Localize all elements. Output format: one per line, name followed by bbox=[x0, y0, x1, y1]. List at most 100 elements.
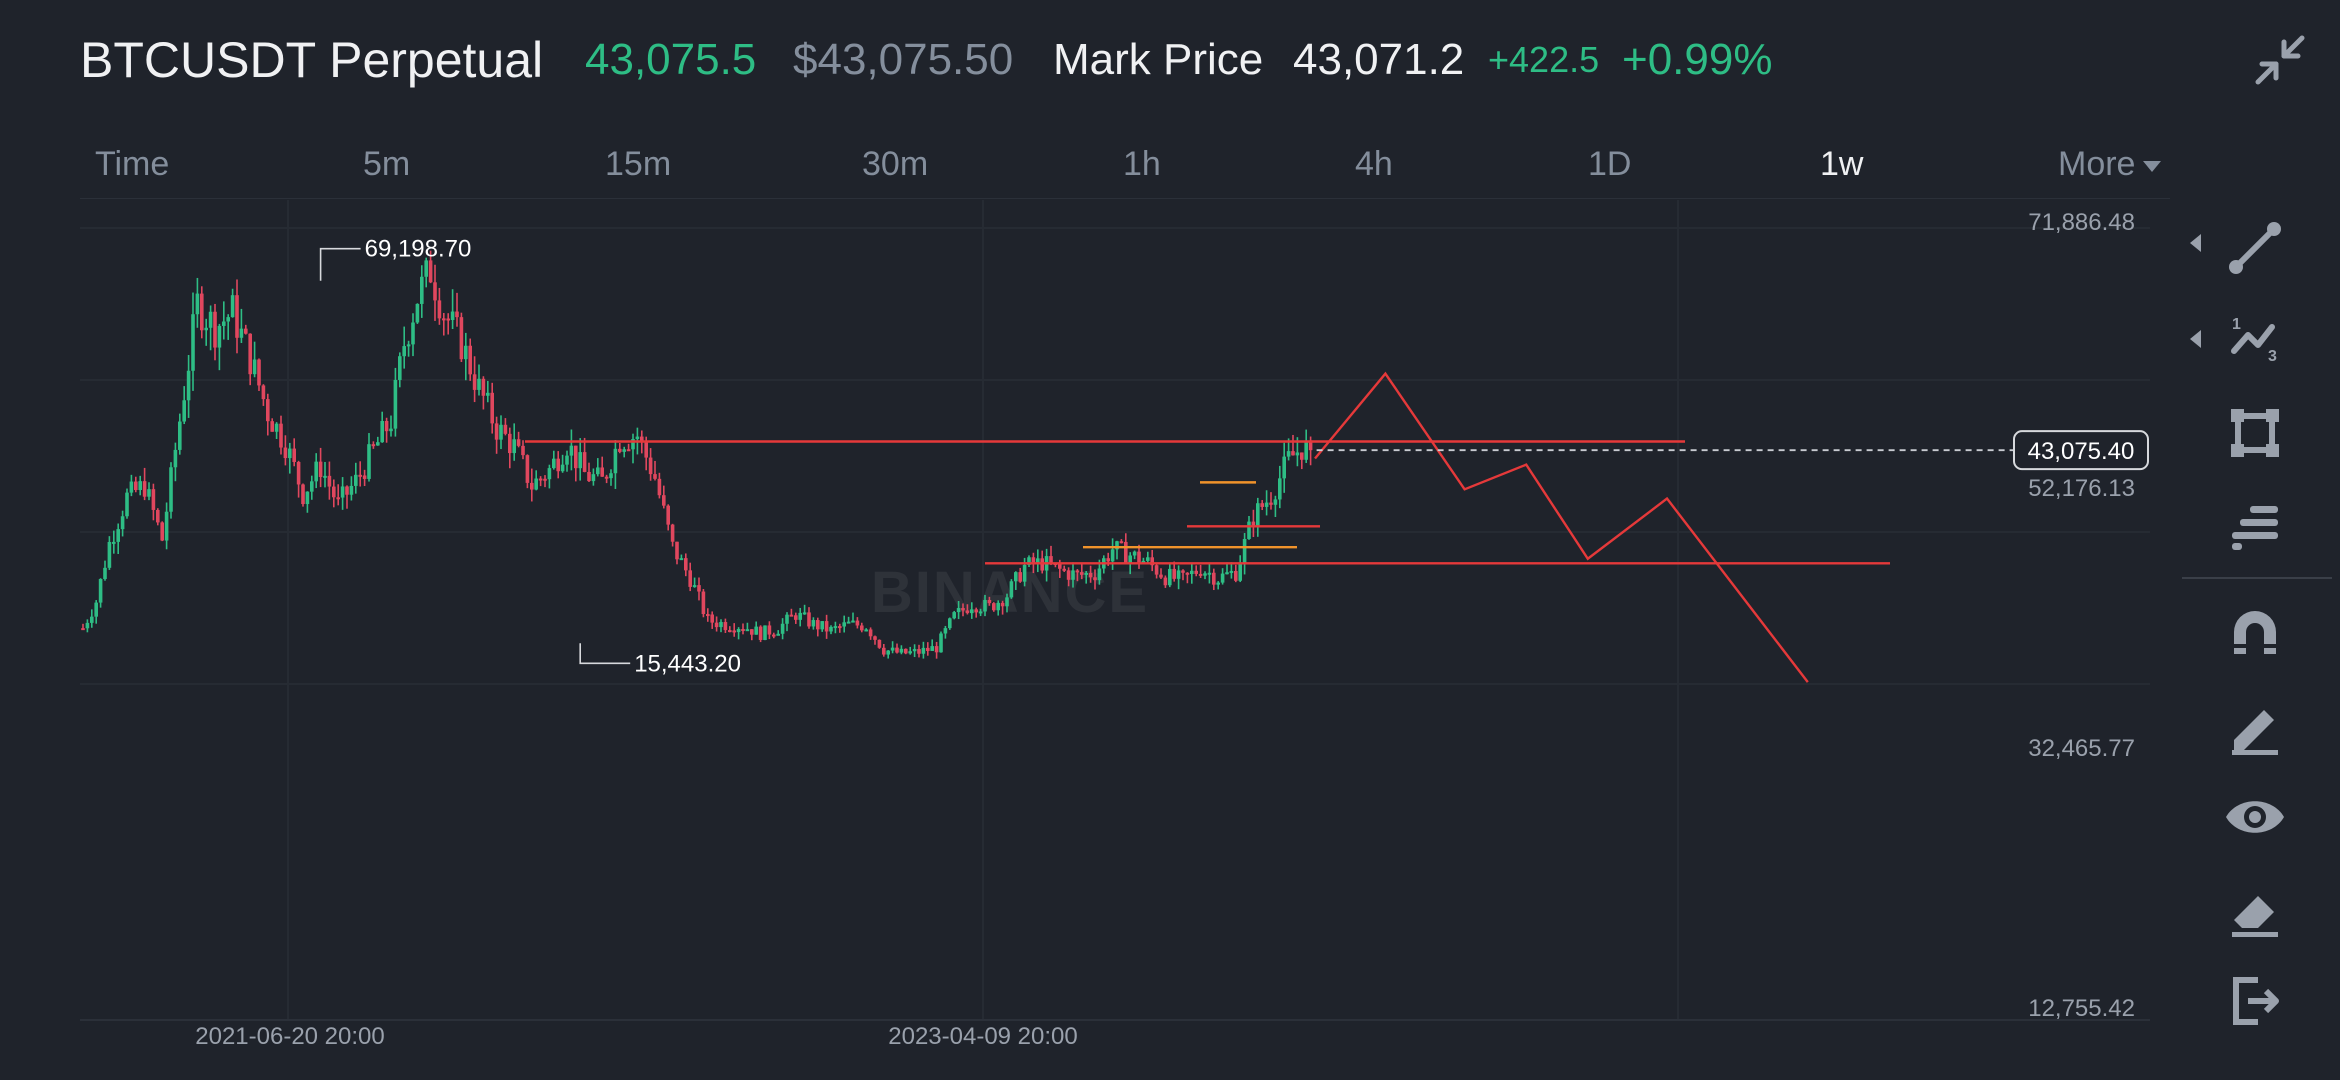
tab-1d[interactable]: 1D bbox=[1588, 130, 1631, 198]
candle-body bbox=[728, 630, 732, 633]
candle-body bbox=[1295, 452, 1300, 456]
candle-body bbox=[961, 608, 965, 611]
candle-body bbox=[1146, 557, 1150, 561]
candle-body bbox=[604, 476, 609, 479]
candle-body bbox=[459, 317, 464, 360]
candle-body bbox=[912, 649, 917, 652]
candle-body bbox=[1075, 570, 1080, 573]
candle-body bbox=[565, 455, 569, 465]
candle-body bbox=[191, 314, 195, 371]
pencil-tool[interactable] bbox=[2220, 690, 2290, 760]
candle-body bbox=[1009, 581, 1014, 598]
candle-body bbox=[1168, 568, 1172, 586]
tab-time[interactable]: Time bbox=[95, 130, 169, 198]
candle-body bbox=[648, 457, 653, 475]
candle-body bbox=[851, 620, 855, 623]
candle-body bbox=[587, 471, 591, 482]
candle-body bbox=[1093, 577, 1097, 581]
tab-15m[interactable]: 15m bbox=[605, 130, 671, 198]
candle-body bbox=[499, 424, 503, 440]
candle-body bbox=[578, 452, 582, 469]
candle-body bbox=[574, 445, 578, 469]
candle-body bbox=[1190, 570, 1194, 575]
chevron-down-icon bbox=[2143, 160, 2162, 172]
candle-body bbox=[301, 484, 305, 505]
trend-line-tool[interactable] bbox=[2220, 213, 2290, 283]
expand-arrow-icon[interactable] bbox=[2190, 234, 2201, 252]
fib-wave-icon: 1 3 bbox=[2231, 316, 2277, 365]
candle-body bbox=[939, 633, 943, 653]
y-axis-tick-label: 12,755.42 bbox=[2028, 995, 2135, 1022]
collapse-button[interactable] bbox=[2250, 30, 2310, 90]
candle-body bbox=[798, 612, 802, 620]
candle-body bbox=[1115, 541, 1119, 550]
visibility-tool[interactable] bbox=[2220, 782, 2290, 852]
candle-body bbox=[288, 448, 292, 459]
candle-body bbox=[776, 633, 780, 636]
candle-body bbox=[697, 585, 701, 592]
fib-wave-tool[interactable]: 1 3 bbox=[2220, 305, 2290, 375]
candle-body bbox=[239, 328, 244, 338]
candle-body bbox=[402, 346, 406, 357]
candle-body bbox=[1137, 551, 1141, 563]
candle-body bbox=[1308, 440, 1313, 451]
candle-body bbox=[745, 629, 750, 632]
candle-body bbox=[424, 260, 428, 277]
candle-body bbox=[763, 625, 767, 640]
expand-arrow-icon[interactable] bbox=[2190, 330, 2201, 348]
exit-tool[interactable] bbox=[2220, 966, 2290, 1036]
candle-body bbox=[1207, 572, 1212, 575]
candle-body bbox=[983, 599, 987, 612]
candle-body bbox=[547, 468, 552, 480]
magnet-tool[interactable] bbox=[2220, 598, 2290, 668]
candle-body bbox=[754, 626, 758, 635]
candle-body bbox=[543, 478, 547, 481]
candle-body bbox=[538, 478, 543, 481]
rectangle-tool[interactable] bbox=[2220, 398, 2290, 468]
usd-price: $43,075.50 bbox=[793, 35, 1014, 84]
symbol-title[interactable]: BTCUSDT Perpetual bbox=[80, 32, 544, 88]
candle-body bbox=[820, 621, 824, 630]
tab-1w[interactable]: 1w bbox=[1820, 130, 1863, 198]
candle-body bbox=[516, 439, 521, 446]
candle-body bbox=[217, 325, 222, 348]
forecast-path-drawing bbox=[1314, 371, 1809, 683]
candle-body bbox=[1132, 551, 1137, 556]
candle-body bbox=[710, 614, 714, 623]
candle-body bbox=[622, 449, 626, 452]
candle-body bbox=[226, 317, 230, 322]
candle-body bbox=[1022, 564, 1027, 582]
candle-body bbox=[1066, 570, 1071, 580]
candle-body bbox=[948, 618, 952, 629]
candle-body bbox=[1247, 521, 1251, 540]
candle-body bbox=[1106, 558, 1110, 562]
candle-body bbox=[789, 614, 794, 617]
candle-body bbox=[1150, 557, 1154, 566]
tab-5m[interactable]: 5m bbox=[363, 130, 410, 198]
eraser-tool[interactable] bbox=[2220, 874, 2290, 944]
candle-body bbox=[723, 622, 728, 631]
candle-body bbox=[186, 370, 191, 401]
text-tool[interactable] bbox=[2220, 490, 2290, 560]
tab-30m[interactable]: 30m bbox=[862, 130, 928, 198]
magnet-icon bbox=[2234, 611, 2276, 654]
candle-body bbox=[266, 399, 270, 422]
candle-body bbox=[1176, 570, 1181, 579]
candle-body bbox=[318, 461, 323, 477]
candle-body bbox=[1110, 549, 1115, 562]
candle-body bbox=[120, 516, 125, 530]
tab-1h[interactable]: 1h bbox=[1123, 130, 1161, 198]
candle-body bbox=[1212, 572, 1216, 585]
candle-body bbox=[428, 260, 433, 283]
candle-body bbox=[1119, 541, 1124, 544]
price-chart[interactable]: BINANCE 43,075.40 69,198.70 15,443.20 71,8… bbox=[0, 200, 2150, 1080]
tab-4h[interactable]: 4h bbox=[1355, 130, 1393, 198]
candle-body bbox=[169, 467, 173, 512]
candle-body bbox=[1273, 499, 1278, 505]
exit-icon bbox=[2233, 977, 2279, 1025]
candle-body bbox=[103, 567, 107, 580]
candle-body bbox=[670, 524, 675, 542]
tab-more[interactable]: More bbox=[2058, 130, 2162, 198]
candle-body bbox=[283, 447, 288, 459]
